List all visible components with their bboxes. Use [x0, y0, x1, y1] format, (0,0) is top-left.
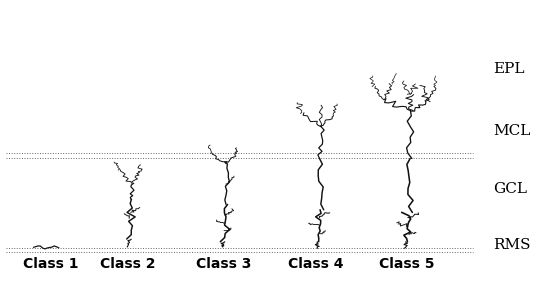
Text: GCL: GCL [493, 182, 527, 196]
Text: Class 5: Class 5 [379, 256, 434, 271]
Text: Class 3: Class 3 [196, 256, 252, 271]
Text: EPL: EPL [493, 62, 524, 76]
Text: Class 1: Class 1 [24, 256, 79, 271]
Text: RMS: RMS [493, 238, 530, 252]
Text: Class 4: Class 4 [288, 256, 343, 271]
Text: Class 2: Class 2 [100, 256, 155, 271]
Text: MCL: MCL [493, 123, 530, 138]
